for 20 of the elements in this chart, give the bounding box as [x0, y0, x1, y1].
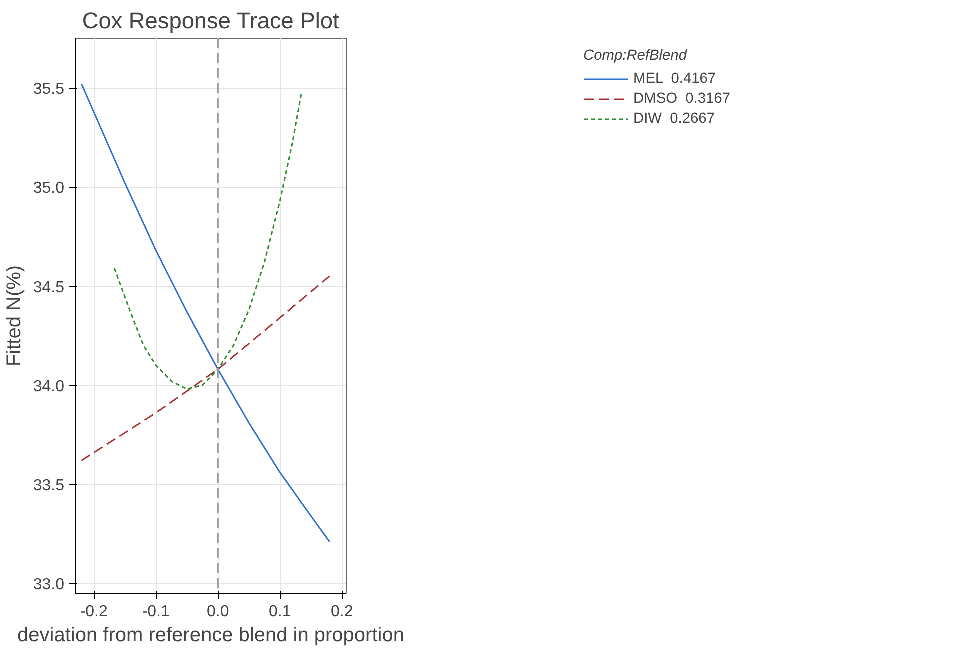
x-tick-label: 0.1 [269, 604, 292, 620]
x-tick-label: -0.2 [80, 604, 108, 620]
x-tick-label: -0.1 [142, 604, 170, 620]
legend-label: MEL 0.4167 [634, 71, 716, 87]
chart-title: Cox Response Trace Plot [82, 8, 340, 34]
x-tick-label: 0.0 [207, 604, 230, 620]
y-tick-label: 33.0 [33, 576, 65, 594]
y-tick-label: 35.5 [33, 81, 65, 98]
legend-label: DIW 0.2667 [634, 111, 715, 127]
x-tick-label: 0.2 [331, 604, 354, 620]
y-tick-label: 34.0 [33, 378, 65, 396]
x-axis-title: deviation from reference blend in proportion [18, 624, 404, 646]
y-axis-title: Fitted N(%) [3, 265, 26, 367]
legend-title: Comp:RefBlend [584, 48, 688, 64]
y-tick-label: 35.0 [33, 180, 65, 198]
line-series [80, 276, 331, 462]
y-tick-label: 33.5 [33, 477, 65, 494]
legend-label: DMSO 0.3167 [634, 91, 730, 107]
y-tick-label: 34.5 [33, 279, 65, 296]
line-series [80, 83, 331, 543]
